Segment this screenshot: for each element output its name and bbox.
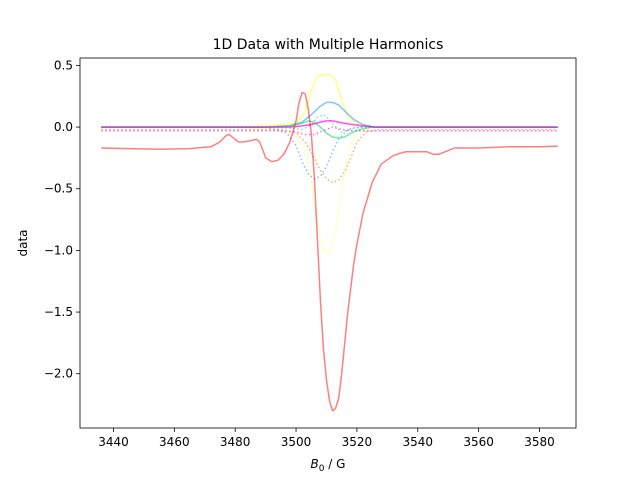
x-tick-label-7: 3560 (463, 435, 494, 449)
x-tick-label-5: 3520 (342, 435, 373, 449)
x-tick-label-6: 3540 (402, 435, 433, 449)
x-tick-label-8: 3580 (524, 435, 555, 449)
x-axis-label-subscript: 0 (319, 464, 325, 474)
x-axis-label-unit: / G (324, 457, 345, 471)
x-axis-label-symbol: B (311, 457, 319, 471)
y-tick-label-1: −2.0 (44, 367, 73, 381)
plot-area (80, 58, 576, 428)
series-line-10 (101, 91, 558, 412)
y-tick-label-5: 0.0 (54, 120, 73, 134)
series-line-5 (101, 120, 558, 139)
y-tick-label-2: −1.5 (44, 305, 73, 319)
x-tick-label-2: 3460 (159, 435, 190, 449)
y-axis-ticks: −2.0 −1.5 −1.0 −0.5 0.0 0.5 (44, 58, 80, 381)
y-tick-label-6: 0.5 (54, 58, 73, 72)
series-layer (101, 73, 558, 412)
series-line-9 (101, 126, 558, 136)
chart-title: 1D Data with Multiple Harmonics (213, 37, 444, 53)
axes-frame (79, 57, 577, 429)
series-line-4 (101, 126, 558, 180)
y-axis-label: data (16, 229, 30, 256)
y-tick-label-4: −0.5 (44, 182, 73, 196)
x-tick-label-3: 3480 (220, 435, 251, 449)
x-tick-label-1: 3440 (98, 435, 129, 449)
x-axis-label: B0 / G (311, 457, 346, 474)
series-line-2 (101, 126, 558, 254)
y-tick-label-3: −1.0 (44, 243, 73, 257)
x-axis-ticks: 3440 3460 3480 3500 3520 3540 3560 3580 (98, 428, 555, 449)
x-tick-label-4: 3500 (281, 435, 312, 449)
